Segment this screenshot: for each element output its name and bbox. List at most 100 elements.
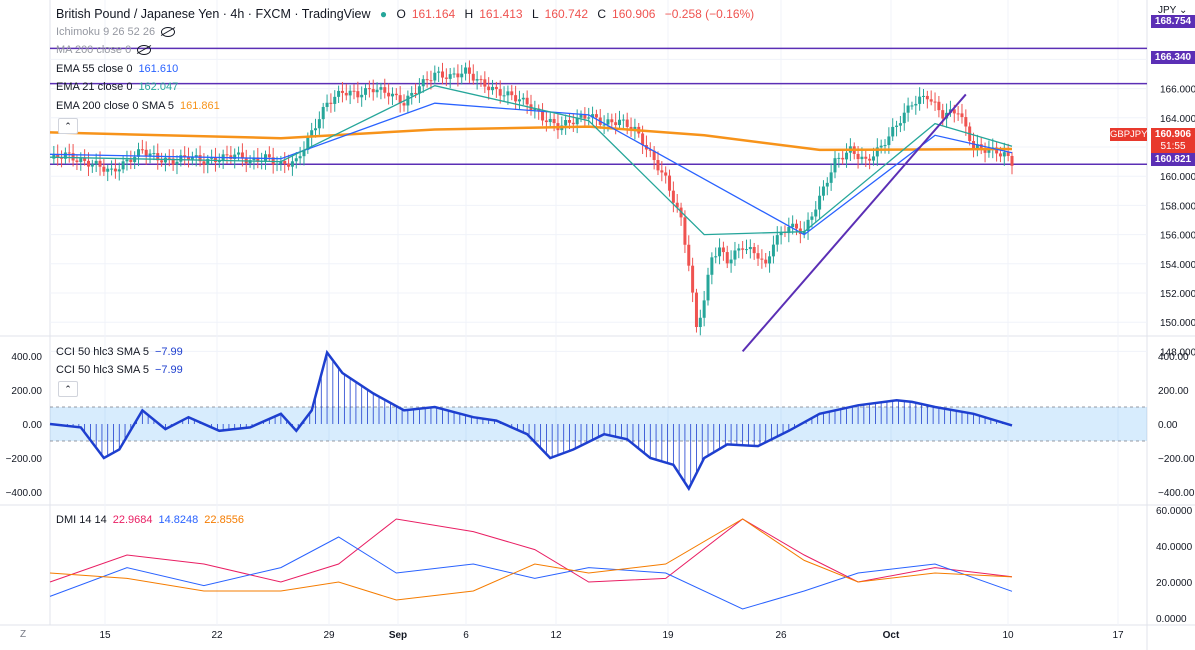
candle-body (294, 158, 298, 162)
candle-body (83, 158, 87, 161)
collapse-legend-button[interactable]: ⌃ (58, 118, 78, 134)
candle-body (995, 147, 999, 154)
candle-body (918, 96, 922, 104)
ema21-line (49, 85, 1013, 236)
candle-body (983, 147, 987, 153)
candle-body (352, 90, 356, 92)
candle-body (491, 86, 495, 91)
candle-body (163, 157, 167, 163)
price-tag-top: 168.754 (1151, 15, 1195, 28)
candle-body (144, 149, 148, 156)
candle-body (267, 154, 271, 158)
candle-body (960, 113, 964, 118)
candle-body (514, 95, 518, 102)
candle-body (475, 79, 479, 81)
candle-body (675, 202, 679, 208)
candle-body (702, 300, 706, 318)
cci1-label: CCI 50 hlc3 SMA 5 (56, 346, 149, 358)
candle-body (764, 259, 768, 264)
candle-body (121, 161, 125, 170)
hidden-eye-icon[interactable] (137, 45, 152, 56)
chart-title[interactable]: British Pound / Japanese Yen · 4h · FXCM… (56, 7, 371, 21)
candle-body (444, 77, 448, 79)
candle-body (860, 156, 864, 160)
candle-body (383, 87, 387, 93)
price-tick-label: 156.000 (1160, 231, 1195, 242)
time-tick-label: 29 (323, 630, 335, 641)
candle-body (67, 152, 71, 154)
candle-body (367, 88, 371, 90)
legend-dmi[interactable]: DMI 14 14 22.9684 14.8248 22.8556 (56, 512, 250, 528)
candle-body (371, 89, 375, 93)
candle-body (883, 145, 887, 147)
candle-body (825, 182, 829, 187)
candle-body (987, 149, 991, 153)
legend-ichimoku[interactable]: Ichimoku 9 26 52 26 (56, 24, 181, 40)
candle-body (756, 253, 760, 259)
legend-ema21[interactable]: EMA 21 close 0 162.047 (56, 79, 184, 95)
candle-body (925, 95, 929, 100)
currency-label: JPY (1158, 5, 1177, 16)
candle-body (833, 158, 837, 173)
candle-body (614, 122, 618, 126)
candle-body (198, 155, 202, 162)
close-value: 160.906 (612, 7, 656, 21)
cci-tick-label-left: 0.00 (23, 420, 43, 431)
time-tick-label: Sep (389, 630, 407, 641)
price-tick-label: 158.000 (1160, 201, 1195, 212)
legend-ema55[interactable]: EMA 55 close 0 161.610 (56, 61, 184, 77)
currency-selector[interactable]: JPY ⌄ (1158, 5, 1187, 16)
collapse-cci-legend-button[interactable]: ⌃ (58, 381, 78, 397)
candle-body (706, 274, 710, 301)
legend-cci-1[interactable]: CCI 50 hlc3 SMA 5 −7.99 (56, 344, 189, 360)
candle-body (175, 161, 179, 165)
ema200-line (49, 125, 1013, 152)
candle-body (895, 125, 899, 127)
legend-ma200[interactable]: MA 200 close 0 (56, 42, 157, 58)
candle-body (975, 144, 979, 149)
candle-body (656, 160, 660, 171)
price-tag-low: 160.821 (1151, 153, 1195, 166)
candle-body (710, 257, 714, 275)
candle-body (956, 113, 960, 115)
candle-body (206, 158, 210, 165)
candle-body (456, 73, 460, 78)
candle-body (714, 256, 718, 258)
candle-body (340, 90, 344, 93)
candle-body (113, 168, 117, 172)
candle-body (952, 109, 956, 114)
timezone-button[interactable]: Z (20, 629, 27, 640)
ma200-label: MA 200 close 0 (56, 44, 132, 56)
candle-body (891, 126, 895, 137)
candle-body (410, 92, 414, 96)
candle-body (202, 161, 206, 165)
candle-body (106, 168, 110, 172)
candle-body (795, 223, 799, 229)
legend-ema200[interactable]: EMA 200 close 0 SMA 5 161.861 (56, 98, 226, 114)
candle-body (194, 155, 198, 157)
ema200-label: EMA 200 close 0 SMA 5 (56, 100, 175, 112)
candle-body (544, 120, 548, 123)
price-tag-166: 166.340 (1151, 51, 1195, 64)
change-value: −0.258 (−0.16%) (664, 7, 755, 21)
countdown-tag: 51:55 (1151, 140, 1195, 153)
candle-body (818, 195, 822, 210)
candle-body (937, 101, 941, 111)
candle-body (79, 158, 83, 163)
candle-body (487, 86, 491, 91)
candle-body (479, 79, 483, 81)
time-tick-label: 10 (1002, 630, 1014, 641)
ema21-value: 162.047 (138, 81, 179, 93)
candle-body (494, 86, 498, 90)
candle-body (102, 166, 106, 172)
legend-cci-2[interactable]: CCI 50 hlc3 SMA 5 −7.99 (56, 362, 189, 378)
candle-body (306, 137, 310, 150)
candle-body (521, 97, 525, 100)
candle-body (575, 117, 579, 125)
hidden-eye-icon[interactable] (161, 27, 176, 38)
candle-body (390, 93, 394, 97)
candle-body (964, 117, 968, 127)
candle-body (633, 126, 637, 131)
